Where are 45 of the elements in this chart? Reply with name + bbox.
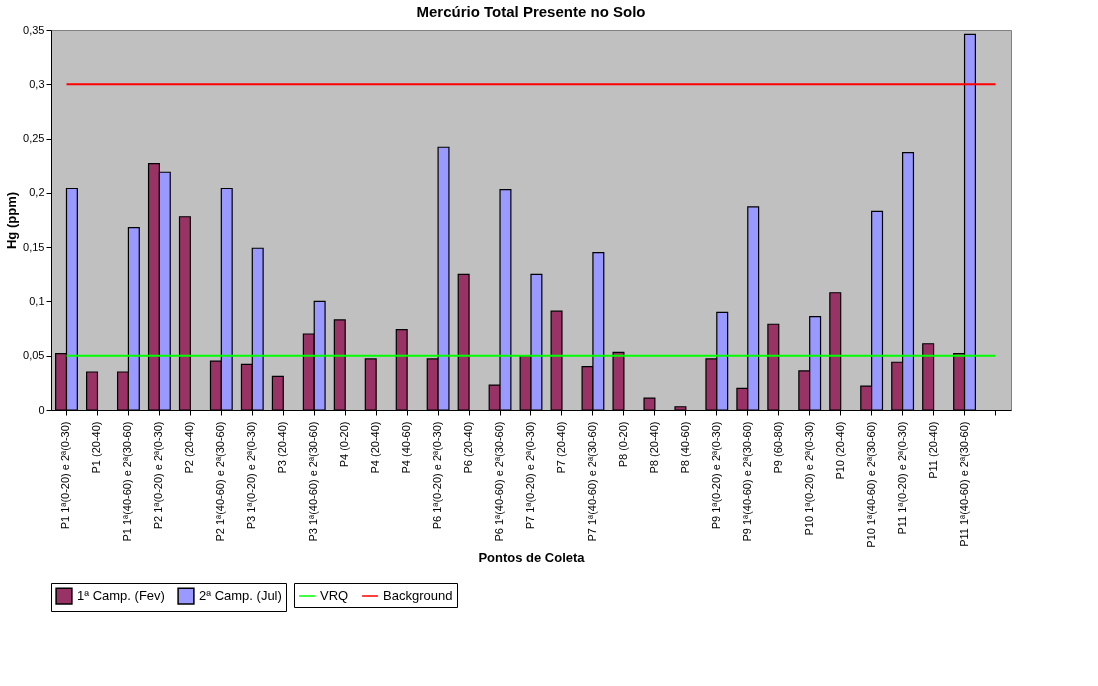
- y-tick-label: 0,05: [23, 349, 45, 362]
- x-tick-label: P3 1ª(0-20) e 2ª(0-30): [245, 421, 258, 530]
- x-tick-label: P11 1ª(40-60) e 2ª(30-60): [957, 421, 970, 547]
- x-axis-title: Pontos de Coleta: [478, 549, 586, 565]
- chart-title: Mercúrio Total Presente no Solo: [416, 3, 646, 20]
- x-tick-label: P10 1ª(40-60) e 2ª(30-60): [864, 421, 877, 548]
- y-tick-label: 0,1: [29, 294, 45, 307]
- x-tick-label: P7 1ª(0-20) e 2ª(0-30): [524, 421, 536, 530]
- x-tick-label: P9 1ª(40-60) e 2ª(30-60): [740, 421, 753, 542]
- x-tick-label: P1 (20-40): [90, 421, 103, 474]
- x-tick-label: P8 (0-20): [616, 421, 629, 468]
- x-tick-label: P11 1ª(0-20) e 2ª(0-30): [895, 421, 908, 535]
- legend-label: 1ª Camp. (Fev): [77, 588, 165, 604]
- legend-label: VRQ: [320, 588, 349, 603]
- x-tick-label: P6 1ª(0-20) e 2ª(0-30): [431, 421, 444, 530]
- legend-label: 2ª Camp. (Jul): [199, 588, 282, 604]
- x-tick-label: P2 1ª(40-60) e 2ª(30-60): [214, 421, 227, 542]
- x-tick-label: P4 (40-60): [400, 421, 413, 474]
- x-tick-label: P11 (20-40): [926, 421, 939, 479]
- legend-label: Background: [383, 588, 453, 603]
- x-tick-label: P10 (20-40): [833, 421, 846, 480]
- y-tick-label: 0,25: [23, 132, 45, 145]
- y-tick-label: 0: [38, 403, 45, 416]
- x-tick-label: P10 1ª(0-20) e 2ª(0-30): [802, 421, 815, 536]
- x-tick-label: P3 1ª(40-60) e 2ª(30-60): [307, 421, 320, 542]
- y-tick-label: 0,2: [29, 186, 45, 199]
- x-tick-label: P8 (40-60): [678, 421, 691, 474]
- x-tick-label: P7 1ª(40-60) e 2ª(30-60): [585, 421, 598, 542]
- x-tick-label: P1 1ª(40-60) e 2ª(30-60): [121, 421, 134, 542]
- x-tick-label: P9 1ª(0-20) e 2ª(0-30): [709, 421, 722, 530]
- x-tick-label: P9 (60-80): [771, 421, 784, 474]
- x-tick-label: P6 (20-40): [462, 421, 475, 474]
- y-tick-label: 0,15: [23, 240, 45, 253]
- x-tick-label: P7 (20-40): [554, 421, 567, 474]
- x-tick-label: P1 1ª(0-20) e 2ª(0-30): [59, 421, 72, 530]
- y-tick-label: 0,35: [23, 23, 45, 36]
- y-tick-label: 0,3: [29, 77, 45, 90]
- x-tick-label: P4 (20-40): [369, 421, 382, 474]
- x-tick-label: P2 1ª(0-20) e 2ª(0-30): [152, 421, 165, 530]
- x-tick-label: P4 (0-20): [338, 421, 351, 468]
- x-tick-label: P6 1ª(40-60) e 2ª(30-60): [493, 421, 506, 542]
- x-tick-label: P3 (20-40): [276, 421, 289, 474]
- x-tick-label: P8 (20-40): [647, 421, 660, 474]
- x-tick-label: P2 (20-40): [183, 421, 196, 474]
- y-axis-title: Hg (ppm): [4, 191, 20, 250]
